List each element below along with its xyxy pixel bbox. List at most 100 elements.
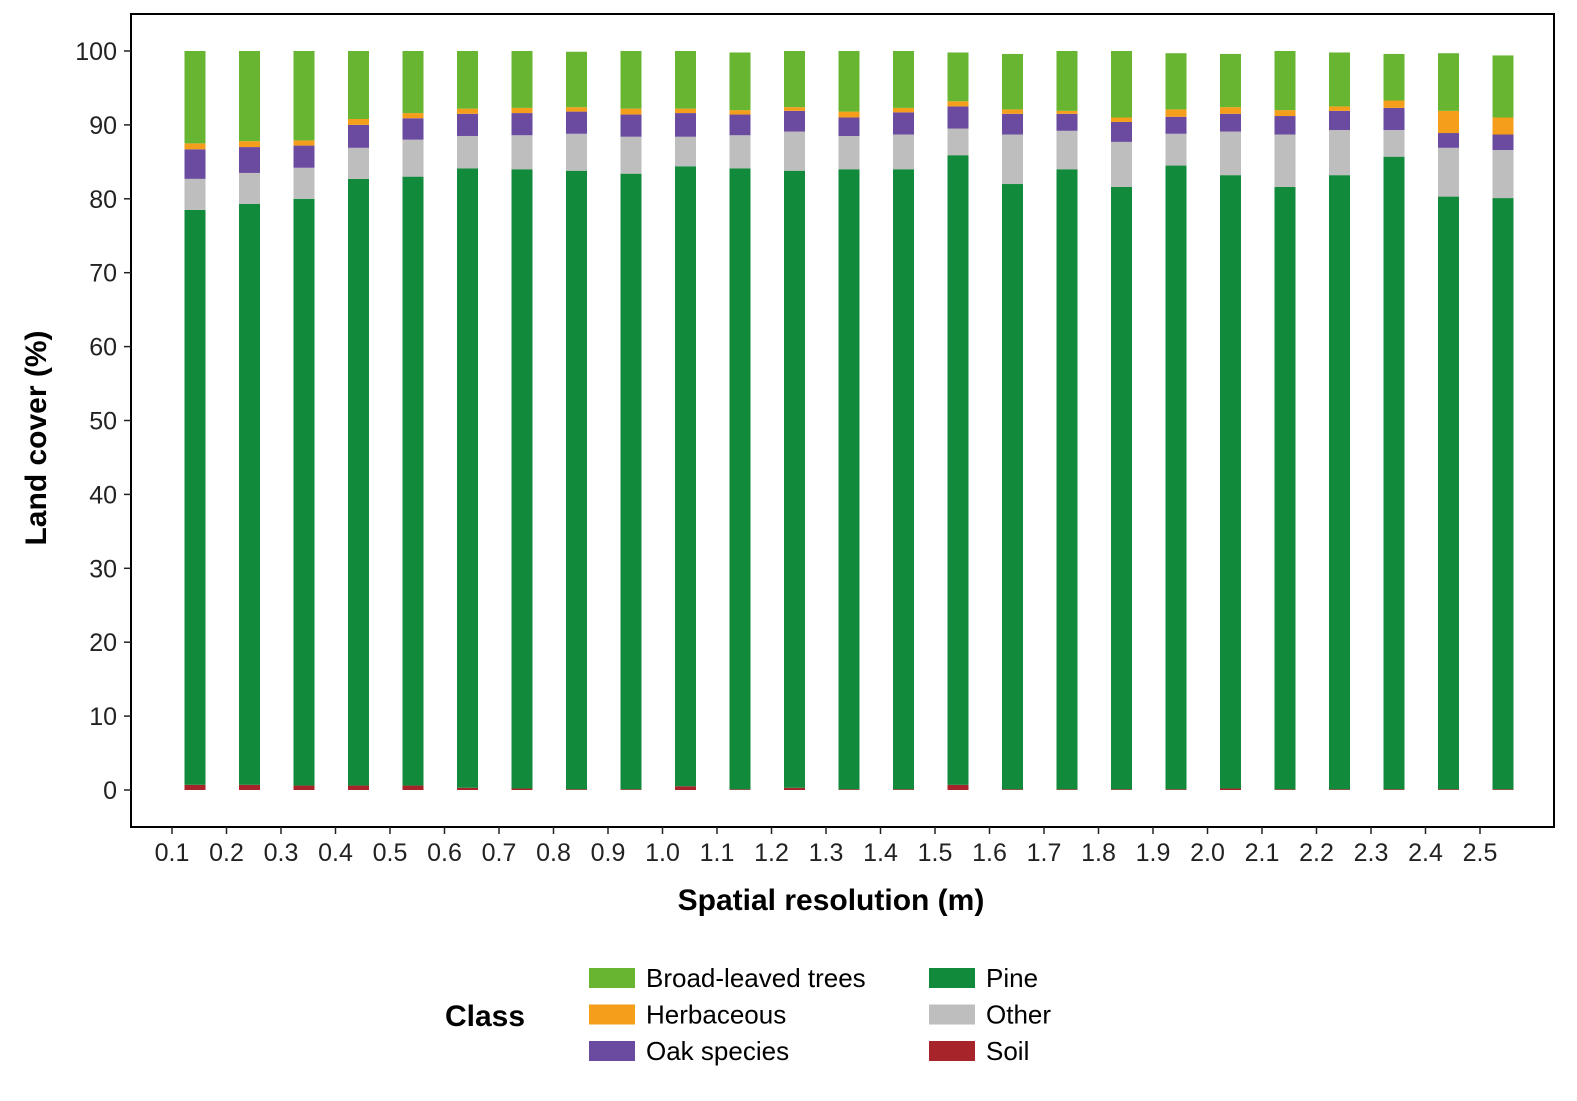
bar-soil-1.4 <box>893 789 914 790</box>
bar-soil-1.7 <box>1056 789 1078 790</box>
bar-oak-species-1.8 <box>1111 121 1132 142</box>
x-tick-label: 2.4 <box>1408 839 1443 867</box>
x-tick-label: 1.8 <box>1081 839 1116 867</box>
bar-oak-species-2.0 <box>1220 113 1241 132</box>
bar-pine-2.3 <box>1383 156 1405 790</box>
bar-other-1.3 <box>838 135 860 170</box>
x-tick-label: 0.2 <box>209 839 244 867</box>
bar-oak-species-1.0 <box>675 113 696 137</box>
bar-broad-leaved-trees-2.3 <box>1383 53 1405 101</box>
bar-herbaceous-0.3 <box>293 140 315 146</box>
bar-soil-2.4 <box>1438 789 1459 790</box>
bar-other-2.5 <box>1492 150 1514 199</box>
bar-other-2.3 <box>1383 130 1405 157</box>
bar-herbaceous-1.7 <box>1056 110 1078 114</box>
bar-oak-species-1.1 <box>729 114 751 136</box>
bar-oak-species-2.5 <box>1492 134 1514 151</box>
bar-pine-1.8 <box>1111 186 1132 790</box>
bar-pine-2.5 <box>1492 198 1514 790</box>
x-tick-label: 1.0 <box>645 839 680 867</box>
bar-broad-leaved-trees-1.0 <box>675 51 696 109</box>
bar-other-1.6 <box>1002 134 1023 185</box>
x-tick-label: 2.3 <box>1354 839 1389 867</box>
bar-pine-0.2 <box>239 203 260 785</box>
y-tick-label: 60 <box>89 334 117 362</box>
bar-herbaceous-1.2 <box>784 107 805 111</box>
bar-soil-1.5 <box>947 784 969 790</box>
x-tick-label: 0.4 <box>318 839 353 867</box>
bar-other-2.4 <box>1438 147 1459 197</box>
bar-herbaceous-0.7 <box>511 107 533 114</box>
bar-soil-1.8 <box>1111 789 1132 790</box>
bar-herbaceous-0.8 <box>566 107 587 112</box>
bar-other-1.5 <box>947 128 969 156</box>
bar-soil-2.5 <box>1492 789 1514 790</box>
x-tick-label: 0.3 <box>264 839 299 867</box>
bar-other-1.7 <box>1056 130 1078 170</box>
bar-broad-leaved-trees-2.5 <box>1492 55 1514 118</box>
bar-pine-2.0 <box>1220 175 1241 789</box>
bar-soil-0.5 <box>402 785 424 790</box>
bar-broad-leaved-trees-1.3 <box>838 51 860 112</box>
bar-pine-0.3 <box>293 198 315 786</box>
bar-broad-leaved-trees-0.3 <box>293 51 315 141</box>
bar-soil-0.3 <box>293 785 315 790</box>
bar-other-2.2 <box>1329 130 1350 176</box>
x-tick-label: 0.5 <box>373 839 408 867</box>
bar-oak-species-0.9 <box>620 114 642 137</box>
legend-label-broad-leaved-trees: Broad-leaved trees <box>646 963 866 993</box>
x-tick-label: 1.2 <box>754 839 789 867</box>
bar-broad-leaved-trees-0.7 <box>511 51 533 108</box>
bar-other-0.7 <box>511 135 533 170</box>
bar-pine-1.0 <box>675 166 696 787</box>
bar-broad-leaved-trees-0.8 <box>566 51 587 108</box>
bar-oak-species-0.5 <box>402 118 424 140</box>
bars-layer <box>184 51 1514 790</box>
bar-other-1.4 <box>893 134 914 170</box>
x-tick-label: 2.1 <box>1245 839 1280 867</box>
bar-oak-species-0.1 <box>184 149 206 179</box>
x-tick-label: 2.0 <box>1190 839 1225 867</box>
bar-herbaceous-0.2 <box>239 141 260 148</box>
legend-swatch-oak-species <box>589 1041 635 1061</box>
y-tick-label: 80 <box>89 186 117 214</box>
legend-label-oak-species: Oak species <box>646 1036 789 1066</box>
bar-other-0.1 <box>184 178 206 210</box>
bar-other-2.1 <box>1274 134 1296 187</box>
bar-soil-0.8 <box>566 789 587 790</box>
bar-pine-2.4 <box>1438 196 1459 790</box>
bar-oak-species-2.1 <box>1274 116 1296 135</box>
bar-oak-species-1.6 <box>1002 113 1023 135</box>
bar-soil-2.3 <box>1383 789 1405 790</box>
y-tick-label: 90 <box>89 112 117 140</box>
bar-broad-leaved-trees-1.4 <box>893 51 914 108</box>
legend-label-other: Other <box>986 1000 1051 1030</box>
bar-pine-1.7 <box>1056 169 1078 790</box>
bar-oak-species-1.9 <box>1165 116 1187 134</box>
bar-herbaceous-1.9 <box>1165 109 1187 117</box>
bar-pine-0.1 <box>184 209 206 785</box>
bar-broad-leaved-trees-0.6 <box>457 51 478 109</box>
bar-soil-0.1 <box>184 784 206 790</box>
bar-broad-leaved-trees-1.8 <box>1111 51 1132 118</box>
bar-herbaceous-2.4 <box>1438 110 1459 134</box>
bar-oak-species-0.6 <box>457 113 478 136</box>
bar-herbaceous-2.2 <box>1329 106 1350 111</box>
bar-broad-leaved-trees-0.2 <box>239 51 260 142</box>
legend-label-soil: Soil <box>986 1036 1029 1066</box>
bar-soil-1.6 <box>1002 789 1023 790</box>
x-axis-title: Spatial resolution (m) <box>678 884 985 917</box>
y-axis-title: Land cover (%) <box>20 330 53 545</box>
bar-soil-1.2 <box>784 787 805 790</box>
x-tick-label: 1.9 <box>1136 839 1171 867</box>
bar-other-1.2 <box>784 131 805 171</box>
bar-other-0.4 <box>348 147 369 179</box>
bar-broad-leaved-trees-0.9 <box>620 51 642 109</box>
bar-pine-1.2 <box>784 170 805 788</box>
bar-other-1.9 <box>1165 133 1187 166</box>
legend-label-pine: Pine <box>986 963 1038 993</box>
y-tick-label: 70 <box>89 260 117 288</box>
y-tick-label: 100 <box>75 38 117 66</box>
legend: Class Broad-leaved trees Herbaceous Oak sp… <box>445 963 1051 1066</box>
